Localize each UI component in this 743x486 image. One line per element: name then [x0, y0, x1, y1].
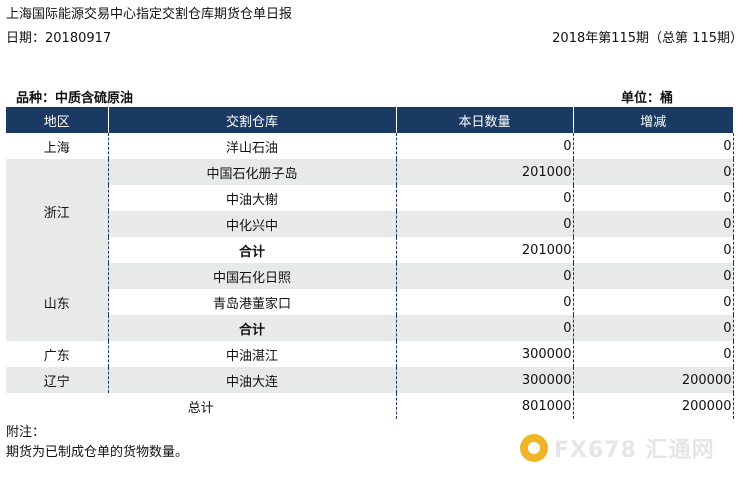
- notes-text: 期货为已制成仓单的货物数量。: [6, 445, 189, 460]
- quantity-cell: 300000: [396, 341, 574, 367]
- total-change: 200000: [573, 393, 734, 419]
- change-cell: 0: [573, 211, 734, 237]
- change-cell: 0: [573, 315, 734, 341]
- change-cell: 0: [573, 133, 734, 159]
- change-cell: 0: [573, 263, 734, 289]
- watermark: FX678 汇通网: [520, 432, 715, 464]
- warehouse-cell: 中国石化册子岛: [108, 159, 397, 185]
- quantity-cell: 0: [396, 211, 574, 237]
- table-row: 中化兴中 0 0: [6, 211, 734, 237]
- change-cell: 0: [573, 185, 734, 211]
- region-cell: 浙江: [6, 159, 109, 263]
- header-change: 增减: [573, 107, 733, 133]
- total-row: 总计 801000 200000: [6, 393, 734, 419]
- subtotal-row: 合计 0 0: [6, 315, 734, 341]
- subtotal-label: 合计: [108, 315, 397, 341]
- table-row: 浙江 中国石化册子岛 201000 0: [6, 159, 734, 263]
- total-label: 总计: [6, 393, 397, 419]
- quantity-cell: 201000: [396, 237, 574, 263]
- unit-label: 单位：桶: [621, 91, 674, 106]
- report-date: 日期：20180917: [6, 31, 112, 46]
- table-row: 上海 洋山石油 0 0: [6, 133, 734, 159]
- warehouse-cell: 中油大榭: [108, 185, 397, 211]
- region-cell: 广东: [6, 341, 109, 367]
- notes-label: 附注：: [6, 425, 46, 440]
- change-cell: 0: [573, 289, 734, 315]
- table-row: 广东 中油湛江 300000 0: [6, 341, 734, 367]
- quantity-cell: 0: [396, 185, 574, 211]
- quantity-cell: 0: [396, 263, 574, 289]
- warehouse-cell: 中油湛江: [108, 341, 397, 367]
- watermark-text: FX678 汇通网: [554, 438, 715, 463]
- warehouse-cell: 中国石化日照: [108, 263, 397, 289]
- change-cell: 200000: [573, 367, 734, 393]
- warehouse-cell: 洋山石油: [108, 133, 397, 159]
- region-cell: 辽宁: [6, 367, 109, 393]
- table-header-row: 地区 交割仓库 本日数量 增减: [6, 107, 733, 133]
- region-cell: 上海: [6, 133, 109, 159]
- report-title: 上海国际能源交易中心指定交割仓库期货仓单日报: [6, 7, 293, 22]
- subtotal-row: 合计 201000 0: [6, 237, 734, 263]
- quantity-cell: 0: [396, 289, 574, 315]
- table-row: 山东 中国石化日照 0 0: [6, 263, 734, 341]
- subtotal-label: 合计: [108, 237, 397, 263]
- warehouse-cell: 中油大连: [108, 367, 397, 393]
- quantity-cell: 0: [396, 133, 574, 159]
- header-warehouse: 交割仓库: [108, 107, 397, 133]
- warehouse-cell: 青岛港董家口: [108, 289, 397, 315]
- warehouse-receipt-table: 地区 交割仓库 本日数量 增减 上海 洋山石油 0 0 浙江 中国石化册子岛 2…: [6, 107, 734, 419]
- table-row: 中油大榭 0 0: [6, 185, 734, 211]
- table-row: 辽宁 中油大连 300000 200000: [6, 367, 734, 393]
- header-quantity: 本日数量: [396, 107, 574, 133]
- change-cell: 0: [573, 341, 734, 367]
- report-issue: 2018年第115期（总第 115期）: [552, 31, 743, 46]
- header-region: 地区: [6, 107, 109, 133]
- variety-label: 品种：中质含硫原油: [16, 91, 134, 106]
- fx678-logo-icon: [520, 434, 548, 462]
- change-cell: 0: [573, 159, 734, 185]
- total-quantity: 801000: [396, 393, 574, 419]
- table-row: 青岛港董家口 0 0: [6, 289, 734, 315]
- warehouse-cell: 中化兴中: [108, 211, 397, 237]
- quantity-cell: 201000: [396, 159, 574, 185]
- region-cell: 山东: [6, 263, 109, 341]
- quantity-cell: 0: [396, 315, 574, 341]
- quantity-cell: 300000: [396, 367, 574, 393]
- change-cell: 0: [573, 237, 734, 263]
